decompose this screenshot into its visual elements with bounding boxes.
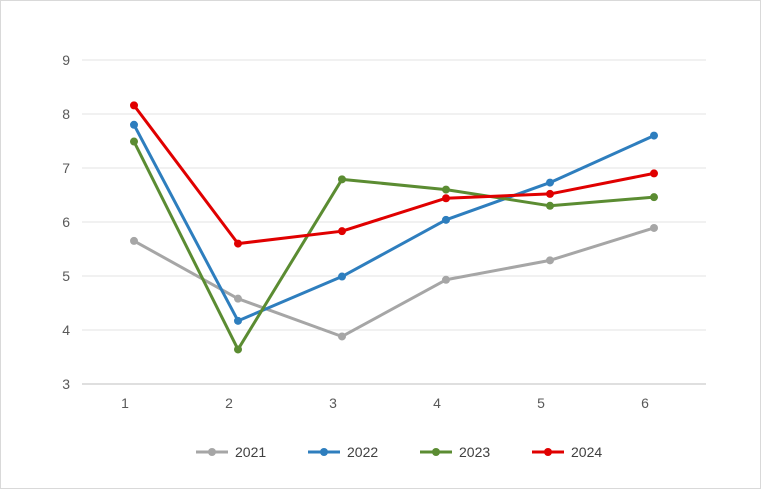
data-point-2021 — [546, 256, 554, 265]
data-point-2022 — [234, 316, 242, 325]
data-point-2023 — [546, 201, 554, 210]
y-tick-label: 5 — [62, 268, 70, 284]
data-point-2024 — [234, 239, 242, 248]
legend-label: 2023 — [459, 444, 490, 460]
data-point-2024 — [338, 227, 346, 236]
legend-marker — [544, 448, 552, 456]
series-line-2021 — [132, 226, 656, 338]
series-line-2022 — [132, 123, 656, 323]
x-tick-label: 5 — [537, 395, 545, 411]
data-point-2021 — [338, 332, 346, 341]
x-tick-label: 4 — [433, 395, 441, 411]
legend-label: 2022 — [347, 444, 378, 460]
data-point-2021 — [130, 236, 138, 245]
y-tick-label: 4 — [62, 322, 70, 338]
y-tick-label: 6 — [62, 214, 70, 230]
legend-marker — [432, 448, 440, 456]
data-point-2023 — [234, 345, 242, 354]
data-point-2021 — [650, 223, 658, 232]
data-point-2022 — [442, 215, 450, 224]
x-tick-label: 6 — [641, 395, 649, 411]
legend-label: 2021 — [235, 444, 266, 460]
y-tick-label: 9 — [62, 52, 70, 68]
data-point-2022 — [546, 178, 554, 187]
legend-marker — [208, 448, 216, 456]
data-point-2022 — [130, 120, 138, 129]
y-tick-label: 3 — [62, 376, 70, 392]
data-point-2023 — [650, 193, 658, 202]
data-point-2023 — [442, 185, 450, 194]
data-point-2024 — [442, 194, 450, 203]
data-point-2024 — [546, 189, 554, 198]
y-tick-label: 7 — [62, 160, 70, 176]
data-point-2021 — [442, 275, 450, 284]
series-line-2023 — [132, 140, 656, 351]
data-point-2021 — [234, 294, 242, 303]
x-tick-label: 2 — [225, 395, 233, 411]
data-point-2023 — [338, 175, 346, 184]
data-point-2023 — [130, 137, 138, 146]
data-point-2024 — [650, 169, 658, 178]
data-point-2024 — [130, 101, 138, 110]
x-tick-label: 3 — [329, 395, 337, 411]
y-tick-label: 8 — [62, 106, 70, 122]
legend-marker — [320, 448, 328, 456]
series-line-2024 — [132, 103, 656, 246]
legend-label: 2024 — [571, 444, 602, 460]
data-point-2022 — [338, 272, 346, 281]
x-tick-label: 1 — [121, 395, 129, 411]
data-point-2022 — [650, 131, 658, 140]
